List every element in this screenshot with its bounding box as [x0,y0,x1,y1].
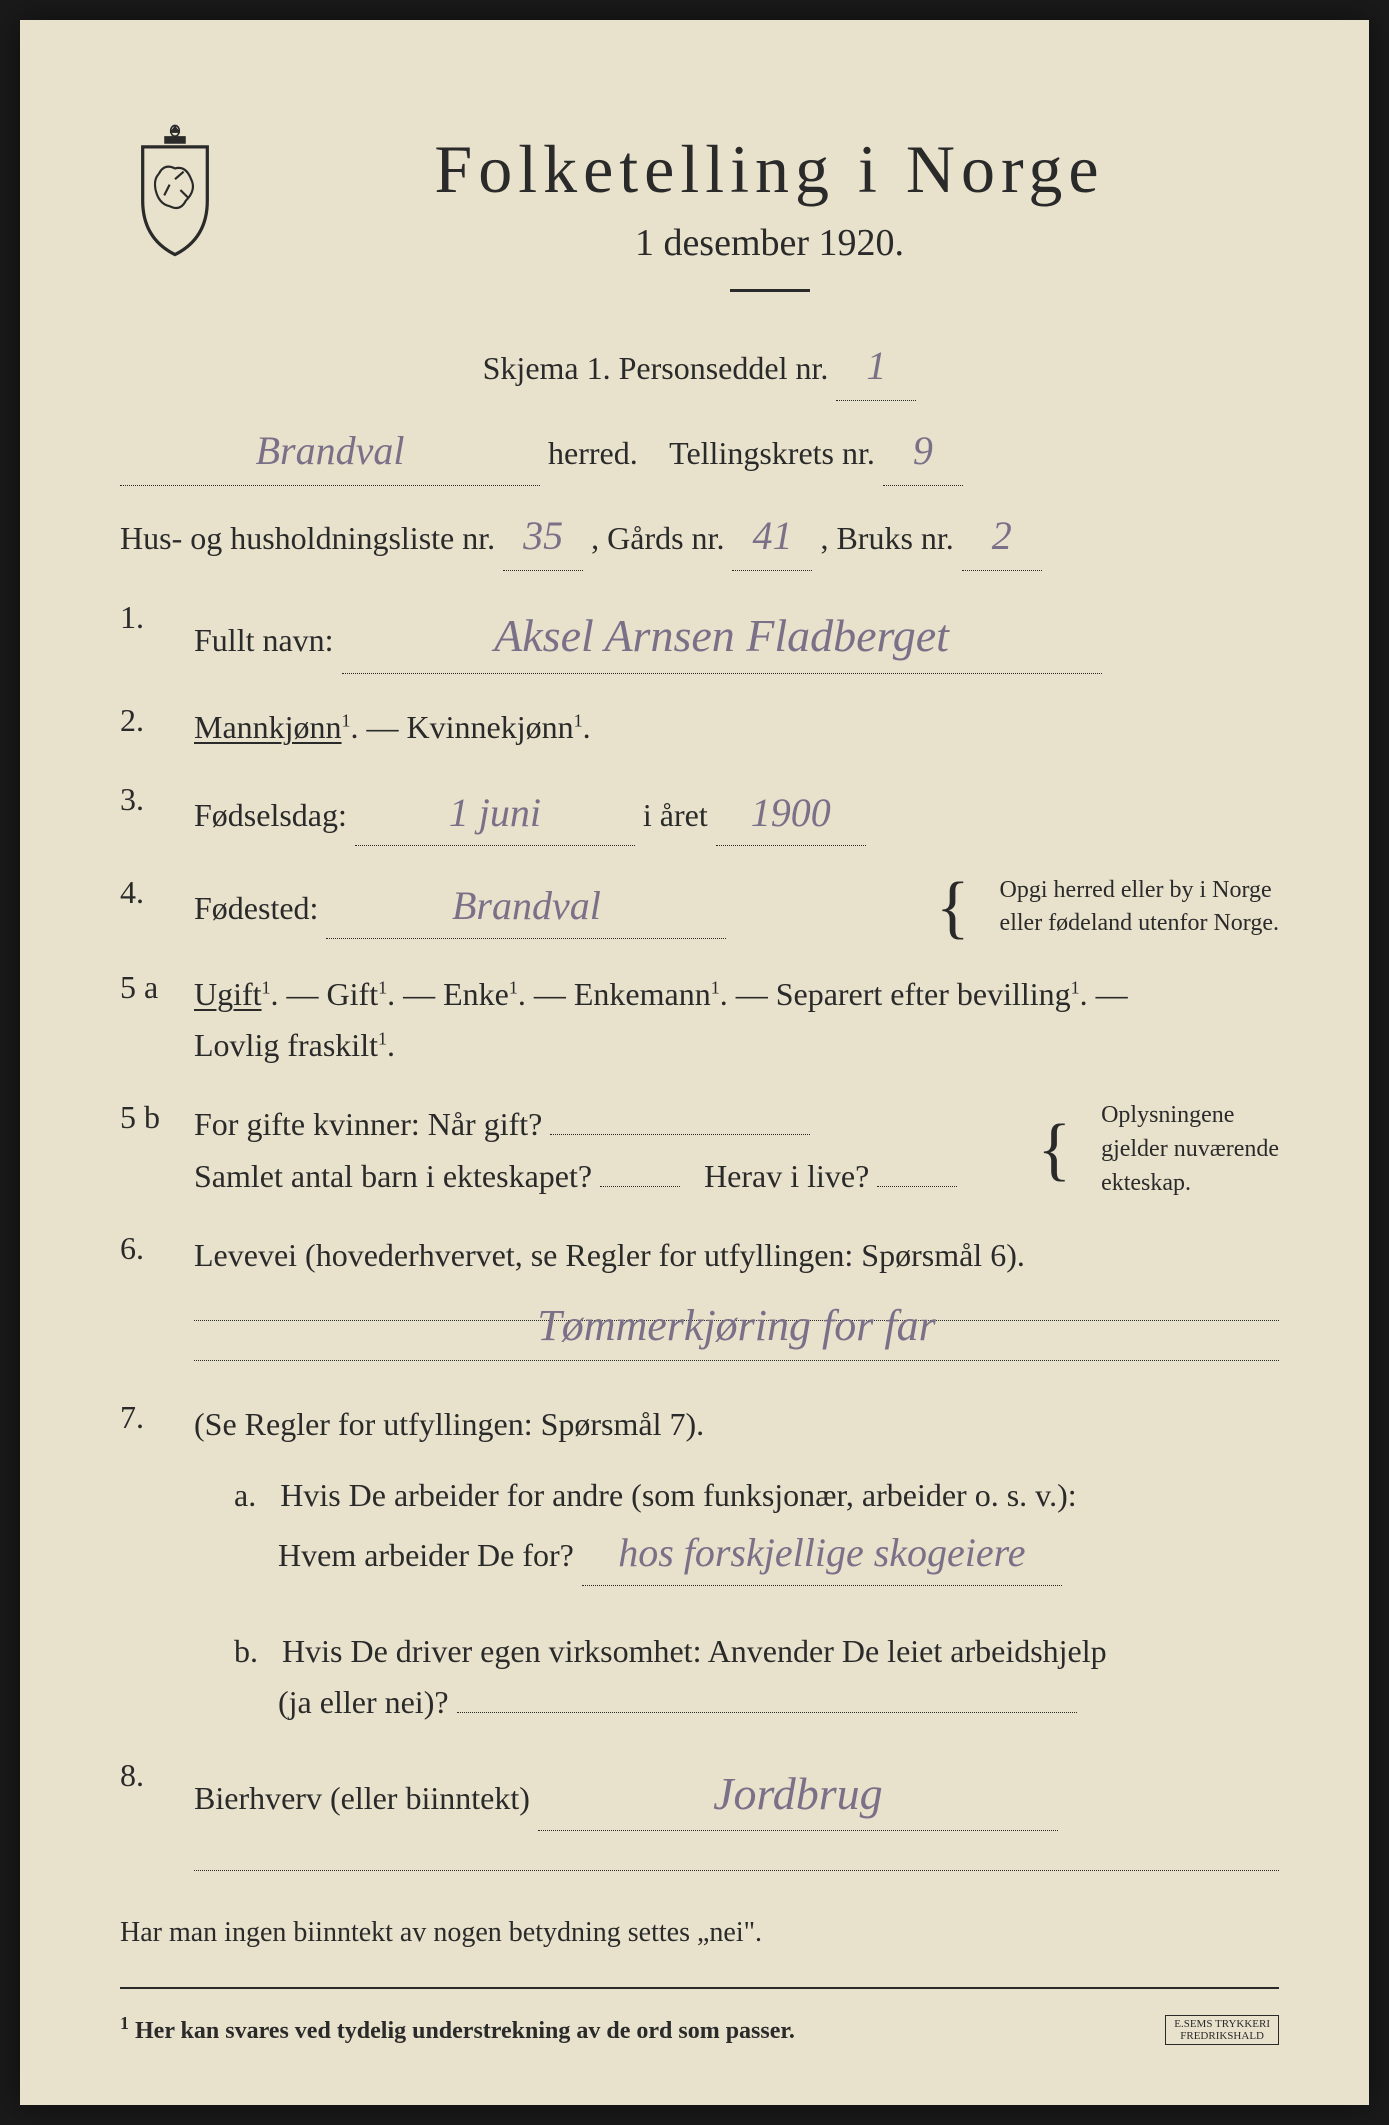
q4-num: 4. [120,874,170,941]
mannkjonn: Mannkjønn [194,709,342,745]
q3-num: 3. [120,781,170,846]
hired-help [457,1712,1077,1713]
tellingskrets-nr: 9 [883,417,963,486]
q7b-l1: Hvis De driver egen virksomhet: Anvender… [282,1633,1107,1669]
q3-label: Fødselsdag: [194,797,347,833]
printer-mark: E.SEMS TRYKKERI FREDRIKSHALD [1165,2015,1279,2045]
q7-row: 7. (Se Regler for utfyllingen: Spørsmål … [120,1399,1279,1729]
skjema-line: Skjema 1. Personseddel nr. 1 [120,332,1279,401]
ugift: Ugift [194,976,262,1012]
herred-suffix: herred. [548,435,638,471]
q8-label: Bierhverv (eller biinntekt) [194,1780,530,1816]
q7a: a. Hvis De arbeider for andre (som funks… [234,1470,1279,1586]
full-name: Aksel Arnsen Fladberget [342,599,1102,674]
husliste-label: Hus- og husholdningsliste nr. [120,520,495,556]
q7b-l2: (ja eller nei)? [278,1684,449,1720]
q7a-num: a. [234,1477,256,1513]
q6-num: 6. [120,1230,170,1371]
gards-nr: 41 [732,502,812,571]
q8-blank [194,1841,1279,1871]
header: Folketelling i Norge 1 desember 1920. [120,120,1279,316]
herred-name: Brandval [120,417,540,486]
children-alive [877,1186,957,1187]
footer-note: Har man ingen biinntekt av nogen betydni… [120,1909,1279,1957]
herred-line: Brandval herred. Tellingskrets nr. 9 [120,417,1279,486]
children-total [600,1186,680,1187]
q8-row: 8. Bierhverv (eller biinntekt) Jordbrug [120,1757,1279,1882]
brace-icon: { [1037,1118,1071,1181]
brace-icon: { [936,876,970,939]
footnote-rule [120,1987,1279,1999]
q5b-num: 5 b [120,1099,170,1201]
enkemann: Enkemann [574,976,711,1012]
q7b: b. Hvis De driver egen virksomhet: Anven… [234,1626,1279,1728]
birth-year: 1900 [716,781,866,846]
title-divider [730,289,810,292]
fraskilt: Lovlig fraskilt [194,1027,378,1063]
bruks-label: , Bruks nr. [820,520,953,556]
separert: Separert efter bevilling [776,976,1071,1012]
husliste-line: Hus- og husholdningsliste nr. 35 , Gårds… [120,502,1279,571]
q7a-l1: Hvis De arbeider for andre (som funksjon… [280,1477,1076,1513]
kvinnekjonn: Kvinnekjønn [407,709,574,745]
husliste-nr: 35 [503,502,583,571]
birthplace: Brandval [326,874,726,939]
enke: Enke [443,976,509,1012]
census-form: Folketelling i Norge 1 desember 1920. Sk… [20,20,1369,2105]
q7a-l2: Hvem arbeider De for? [278,1537,574,1573]
gift: Gift [327,976,379,1012]
q4-note: Opgi herred eller by i Norge eller fødel… [1000,874,1279,941]
q1-num: 1. [120,599,170,674]
secondary-occupation: Jordbrug [538,1757,1058,1832]
personseddel-nr: 1 [836,332,916,401]
q5b-label3: Herav i live? [704,1158,869,1194]
tellingskrets-label: Tellingskrets nr. [669,435,875,471]
q5b-label2: Samlet antal barn i ekteskapet? [194,1158,592,1194]
q1-label: Fullt navn: [194,622,334,658]
q5b-note: Oplysningene gjelder nuværende ekteskap. [1101,1099,1279,1200]
q5b-label1: For gifte kvinner: Når gift? [194,1106,542,1142]
q7-label: (Se Regler for utfyllingen: Spørsmål 7). [194,1406,704,1442]
footnote: 1 Her kan svares ved tydelig understrekn… [120,2013,1279,2045]
q5a-row: 5 a Ugift1. — Gift1. — Enke1. — Enkemann… [120,969,1279,1071]
occupation: Tømmerkjøring for far [537,1291,935,1361]
coat-of-arms-icon [120,120,230,260]
q5b-row: 5 b For gifte kvinner: Når gift? Samlet … [120,1099,1279,1201]
q2-num: 2. [120,702,170,753]
q2-row: 2. Mannkjønn1. — Kvinnekjønn1. [120,702,1279,753]
employer: hos forskjellige skogeiere [582,1521,1062,1586]
q4-row: 4. Fødested: Brandval { Opgi herred elle… [120,874,1279,941]
q5a-num: 5 a [120,969,170,1071]
skjema-label: Skjema 1. Personseddel nr. [483,350,829,386]
q6-label: Levevei (hovederhvervet, se Regler for u… [194,1237,1025,1273]
q3-row: 3. Fødselsdag: 1 juni i året 1900 [120,781,1279,846]
gards-label: , Gårds nr. [591,520,724,556]
q1-row: 1. Fullt navn: Aksel Arnsen Fladberget [120,599,1279,674]
q4-label: Fødested: [194,890,318,926]
bruks-nr: 2 [962,502,1042,571]
census-date: 1 desember 1920. [260,221,1279,265]
marriage-year [550,1134,810,1135]
q6-row: 6. Levevei (hovederhvervet, se Regler fo… [120,1230,1279,1371]
q8-num: 8. [120,1757,170,1882]
birth-day: 1 juni [355,781,635,846]
main-title: Folketelling i Norge [260,130,1279,209]
q7-num: 7. [120,1399,170,1729]
q7b-num: b. [234,1633,258,1669]
title-block: Folketelling i Norge 1 desember 1920. [260,120,1279,316]
q3-year-label: i året [643,797,708,833]
